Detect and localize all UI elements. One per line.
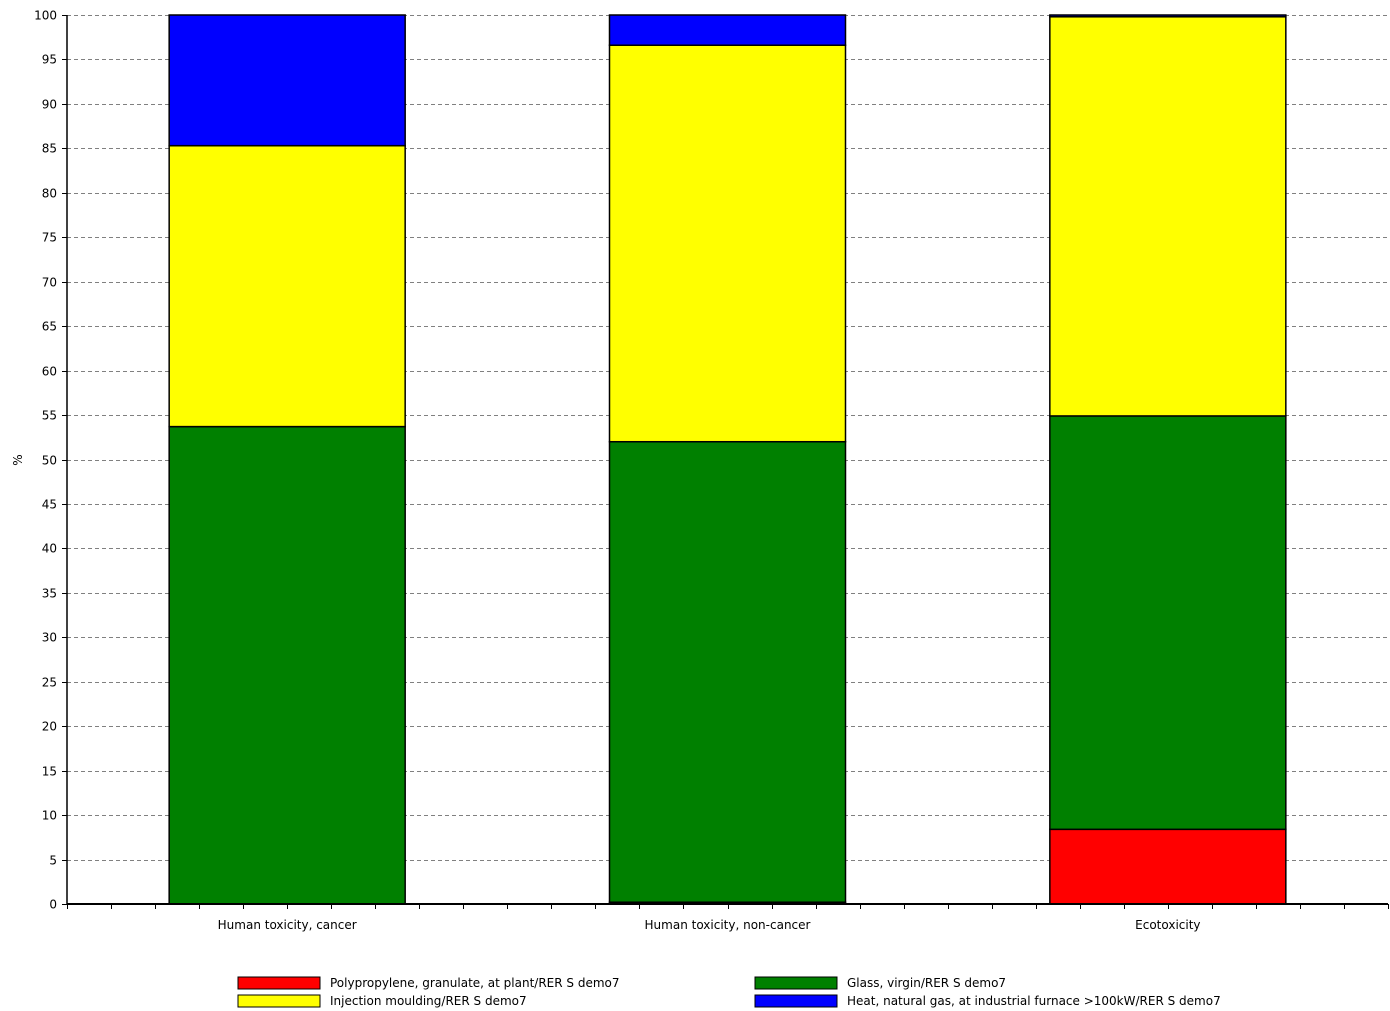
bar-segment xyxy=(608,14,847,46)
y-tick-label: 65 xyxy=(42,320,57,334)
bar-segment xyxy=(608,44,847,443)
legend-label: Polypropylene, granulate, at plant/RER S… xyxy=(330,976,620,990)
y-tick-label: 45 xyxy=(42,498,57,512)
y-tick-label: 30 xyxy=(42,631,57,645)
bar-segment xyxy=(168,14,406,147)
x-tick-label: Human toxicity, non-cancer xyxy=(645,918,811,932)
y-tick-label: 35 xyxy=(42,587,57,601)
legend-swatch xyxy=(754,994,838,1008)
x-axis-ticks: Human toxicity, cancer Human toxicity, no… xyxy=(67,904,1389,932)
legend-label: Glass, virgin/RER S demo7 xyxy=(847,976,1006,990)
bar-segment xyxy=(1049,415,1287,831)
legend-swatch xyxy=(754,976,838,990)
y-tick-label: 60 xyxy=(42,365,57,379)
bar-segment xyxy=(608,440,847,903)
x-tick-label: Human toxicity, cancer xyxy=(218,918,357,932)
x-tick-label: Ecotoxicity xyxy=(1135,918,1200,932)
y-axis-ticks: 0 5 10 15 20 25 30 35 40 45 50 55 60 65 70 75 80 85 90 95 10… xyxy=(34,9,67,912)
legend-swatch xyxy=(237,994,321,1008)
y-tick-label: 40 xyxy=(42,542,57,556)
y-tick-label: 0 xyxy=(49,898,57,912)
bars xyxy=(168,14,1287,905)
legend: Polypropylene, granulate, at plant/RER S… xyxy=(237,976,1221,1008)
bar-segment xyxy=(1049,16,1287,417)
y-tick-label: 75 xyxy=(42,231,57,245)
y-tick-label: 25 xyxy=(42,676,57,690)
legend-swatch xyxy=(237,976,321,990)
y-tick-label: 90 xyxy=(42,98,57,112)
y-tick-label: 100 xyxy=(34,9,57,23)
bar-segment xyxy=(1049,14,1287,18)
legend-label: Injection moulding/RER S demo7 xyxy=(330,994,527,1008)
y-tick-label: 50 xyxy=(42,454,57,468)
bar-segment xyxy=(168,425,406,905)
y-tick-label: 55 xyxy=(42,409,57,423)
bar-segment xyxy=(168,144,406,428)
y-tick-label: 80 xyxy=(42,187,57,201)
y-tick-label: 15 xyxy=(42,765,57,779)
y-tick-label: 5 xyxy=(49,854,57,868)
y-tick-label: 95 xyxy=(42,53,57,67)
y-tick-label: 85 xyxy=(42,142,57,156)
y-tick-label: 10 xyxy=(42,809,57,823)
y-axis-label: % xyxy=(11,454,25,465)
y-tick-label: 70 xyxy=(42,276,57,290)
bar-segment xyxy=(1049,828,1287,905)
y-tick-label: 20 xyxy=(42,720,57,734)
legend-label: Heat, natural gas, at industrial furnace… xyxy=(847,994,1221,1008)
